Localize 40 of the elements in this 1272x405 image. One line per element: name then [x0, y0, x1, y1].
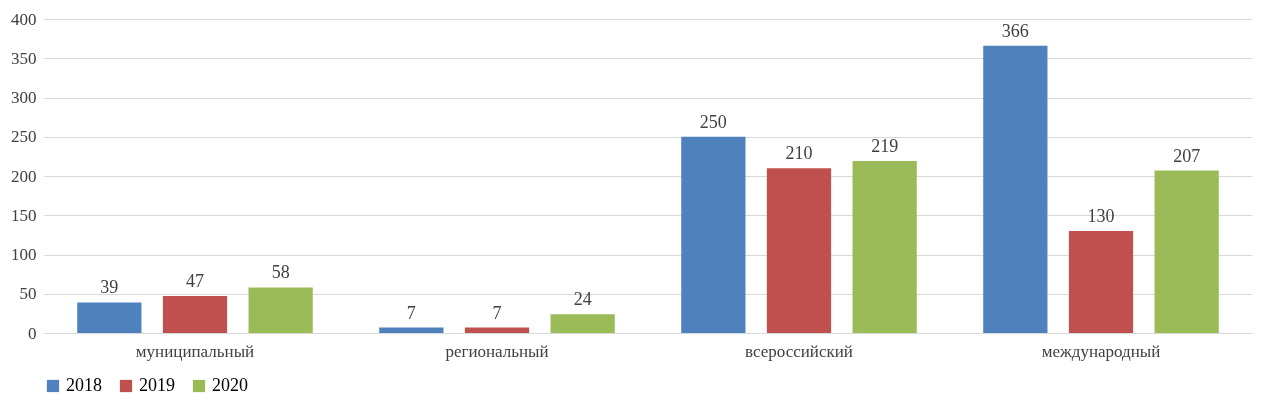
y-tick-label: 300: [11, 88, 37, 107]
y-tick-label: 100: [11, 245, 37, 264]
y-tick-label: 0: [28, 323, 37, 343]
legend-label: 2020: [212, 375, 248, 395]
bar: [162, 296, 228, 333]
bar: [1068, 230, 1134, 333]
x-tick-label: муниципальный: [135, 341, 255, 361]
data-label: 210: [785, 143, 813, 164]
bar: [464, 327, 530, 333]
y-tick-label: 250: [11, 127, 37, 147]
y-tick-label: 400: [11, 9, 37, 29]
y-tick-label: 50: [19, 284, 37, 304]
y-tick-label: 350: [11, 48, 37, 68]
legend-label: 2019: [139, 375, 175, 395]
data-label: 250: [699, 111, 727, 132]
data-label: 39: [100, 277, 119, 298]
x-tick-label: всероссийский: [745, 341, 853, 361]
data-label: 219: [871, 136, 899, 157]
data-label: 58: [271, 262, 290, 283]
data-label: 366: [1001, 20, 1029, 41]
x-tick-label: международный: [1041, 341, 1161, 361]
bar: [852, 161, 917, 333]
y-tick-label: 200: [11, 166, 37, 186]
bar: [983, 45, 1048, 333]
bar: [379, 327, 444, 333]
data-label: 47: [186, 271, 204, 292]
bar: [77, 302, 142, 333]
data-label: 130: [1087, 205, 1115, 226]
bar: [681, 136, 746, 333]
data-label: 207: [1173, 145, 1201, 166]
bar: [248, 287, 313, 333]
data-label: 7: [492, 302, 502, 323]
x-tick-label: региональный: [445, 341, 549, 361]
data-label: 24: [573, 289, 592, 310]
bar: [1154, 170, 1219, 333]
bar: [766, 168, 832, 333]
legend-label: 2018: [66, 375, 102, 395]
y-tick-label: 150: [11, 205, 37, 225]
data-label: 7: [406, 302, 416, 323]
bar: [550, 314, 615, 333]
